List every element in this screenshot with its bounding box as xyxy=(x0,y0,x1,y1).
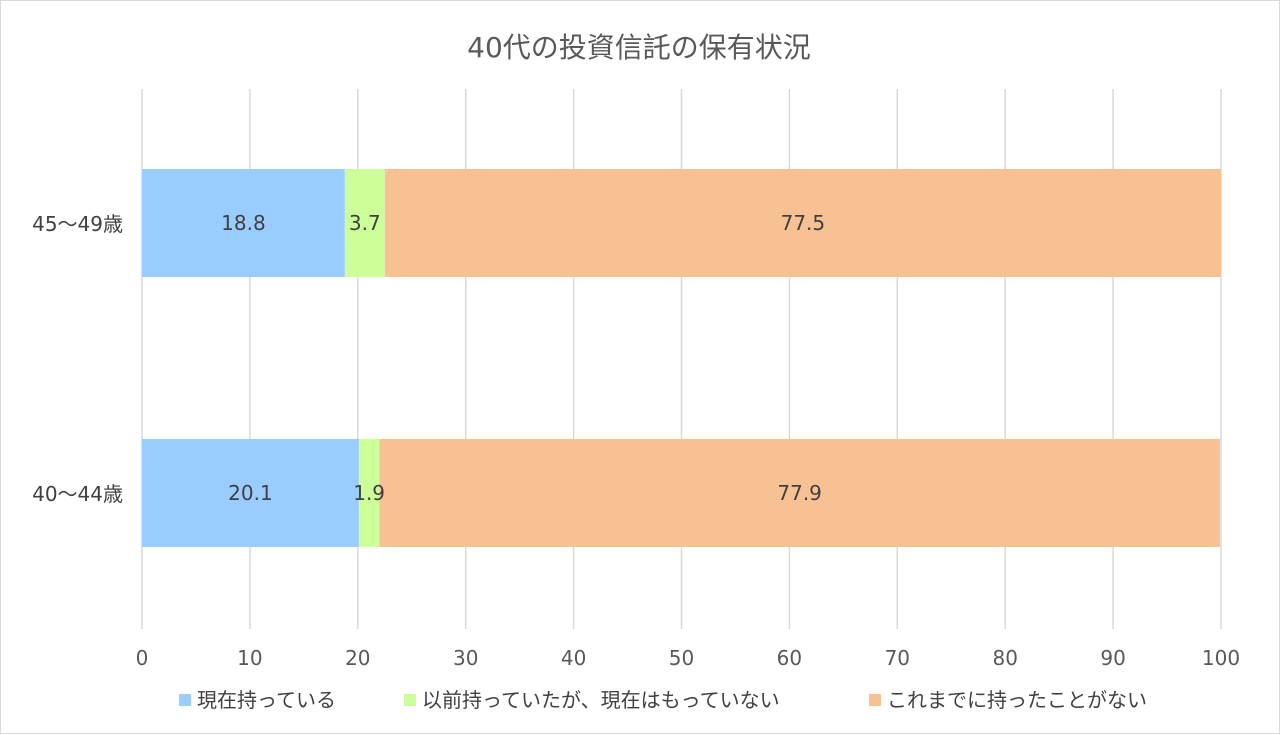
data-label: 1.9 xyxy=(353,481,385,505)
legend-swatch xyxy=(404,694,416,706)
bar-segment-2-1 xyxy=(142,439,359,547)
x-tick-label: 10 xyxy=(237,646,262,670)
bars xyxy=(142,169,1221,547)
legend-label: 以前持っていたが、現在はもっていない xyxy=(422,688,780,712)
data-label: 77.9 xyxy=(777,481,822,505)
x-tick-label: 20 xyxy=(345,646,370,670)
data-label: 18.8 xyxy=(221,211,266,235)
legend-label: これまでに持ったことがない xyxy=(887,688,1147,712)
x-tick-label: 50 xyxy=(669,646,694,670)
bar-segment-1-3 xyxy=(384,169,1221,277)
chart-title: 40代の投資信託の保有状況 xyxy=(467,31,811,64)
bar-segment-1-2 xyxy=(344,169,385,277)
bar-segment-2-2 xyxy=(358,439,380,547)
bar-segment-2-3 xyxy=(379,439,1220,547)
x-tick-label: 100 xyxy=(1202,646,1240,670)
data-label: 3.7 xyxy=(349,211,381,235)
x-axis-ticks: 0 10 20 30 40 50 60 70 80 90 100 xyxy=(136,646,1240,670)
x-tick-label: 60 xyxy=(777,646,802,670)
legend: 現在持っている 以前持っていたが、現在はもっていない これまでに持ったことがない xyxy=(179,688,1147,712)
data-labels: 18.8 3.7 77.5 20.1 1.9 77.9 xyxy=(221,211,825,505)
category-label: 40～44歳 xyxy=(32,482,123,506)
legend-swatch xyxy=(869,694,881,706)
x-tick-label: 90 xyxy=(1100,646,1125,670)
data-label: 77.5 xyxy=(781,211,826,235)
category-label: 45～49歳 xyxy=(32,212,123,236)
bar-segment-1-1 xyxy=(142,169,345,277)
x-tick-label: 80 xyxy=(992,646,1017,670)
legend-swatch xyxy=(179,694,191,706)
x-tick-label: 40 xyxy=(561,646,586,670)
x-tick-label: 0 xyxy=(136,646,149,670)
legend-label: 現在持っている xyxy=(197,688,336,712)
x-tick-label: 70 xyxy=(885,646,910,670)
data-label: 20.1 xyxy=(228,481,273,505)
x-tick-label: 30 xyxy=(453,646,478,670)
y-axis-categories: 45～49歳 40～44歳 xyxy=(32,212,123,506)
